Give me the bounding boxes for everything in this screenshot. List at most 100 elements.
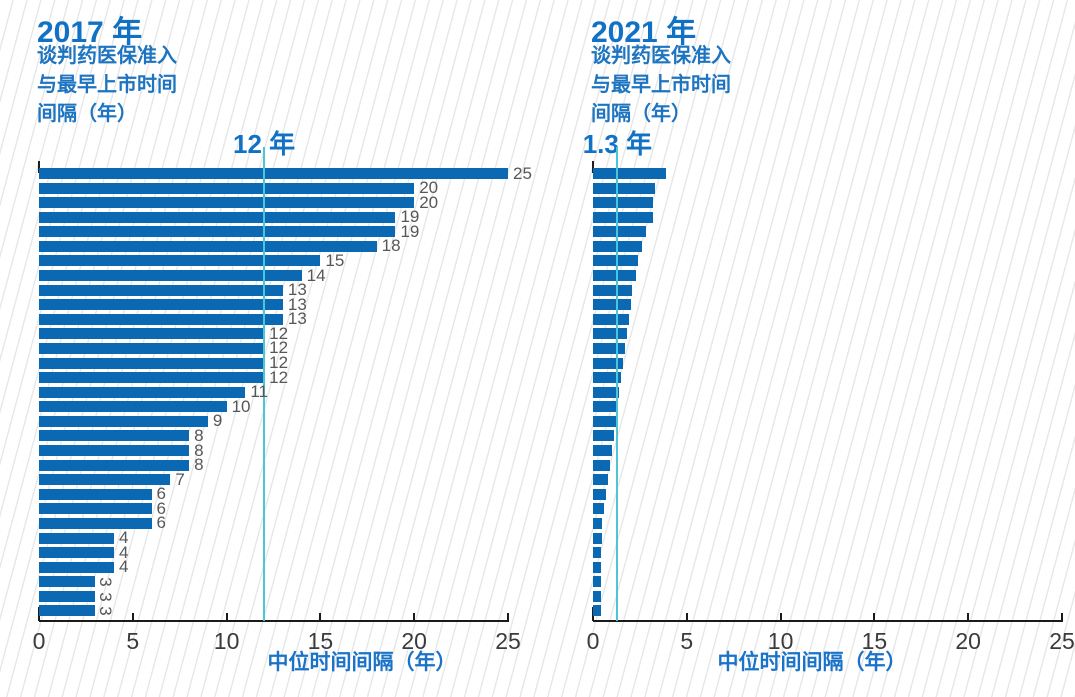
x-axis-tick	[1061, 613, 1063, 620]
x-axis-tick	[779, 613, 782, 620]
bar-value-label: 19	[400, 221, 420, 241]
bar	[593, 503, 605, 515]
bar	[593, 211, 654, 223]
bar	[39, 474, 171, 486]
bar-value-label: 18	[381, 236, 401, 256]
x-axis-tick-label: 15	[861, 628, 888, 654]
bar-value-label: 12	[269, 338, 289, 358]
bar	[39, 415, 208, 427]
bar	[593, 182, 655, 194]
bar	[39, 459, 190, 471]
bar-value-label: 14	[306, 265, 326, 285]
y-axis-end-tick	[38, 161, 40, 173]
bar	[39, 284, 283, 296]
x-axis-tick-label: 0	[586, 628, 600, 654]
bar-value-label: 13	[287, 294, 307, 314]
bar	[39, 503, 152, 515]
bar-value-label: 4	[119, 528, 129, 548]
x-axis-tick	[507, 613, 509, 620]
bar	[593, 270, 637, 282]
bar	[39, 342, 265, 354]
plot-area	[592, 147, 1062, 621]
bar	[593, 547, 602, 559]
subtitle-line: 与最早上市时间	[591, 74, 731, 96]
x-axis-tick-label: 25	[495, 628, 521, 654]
bar	[39, 547, 115, 559]
chart-subtitle-2017: 谈判药医保准入 与最早上市时间 间隔（年）	[37, 42, 177, 129]
bar	[593, 459, 610, 471]
bar	[593, 342, 625, 354]
plot-area: 25 20 20 19 19 18 15 14 13 13 13 12 12 12 12 11 10 9 8 8 8 7 6…	[38, 147, 532, 621]
bar-value-label: 25	[513, 163, 532, 183]
bar-value-label: 4	[119, 542, 129, 562]
subtitle-line: 谈判药医保准入	[37, 45, 177, 67]
bar	[39, 576, 96, 588]
x-axis-tick	[225, 613, 228, 620]
bar	[39, 357, 265, 369]
bar	[39, 517, 152, 529]
bar	[593, 517, 603, 529]
subtitle-line: 间隔（年）	[591, 103, 691, 125]
bar	[593, 488, 607, 500]
subtitle-line: 与最早上市时间	[37, 74, 177, 96]
bar-value-label: 12	[269, 353, 289, 373]
x-axis-tick-label: 0	[32, 628, 46, 654]
bar	[39, 211, 396, 223]
bar	[593, 605, 601, 617]
bar-value-label: 3	[96, 577, 116, 587]
bar	[39, 401, 227, 413]
x-axis-tick-label: 5	[126, 628, 140, 654]
bar	[593, 590, 601, 602]
x-axis-tick	[685, 613, 688, 620]
bar-value-label: 7	[175, 469, 185, 489]
bar	[593, 415, 616, 427]
bar-value-label: 19	[400, 207, 420, 227]
x-axis-tick	[592, 613, 594, 620]
x-axis-tick	[413, 613, 416, 620]
bar	[39, 590, 96, 602]
bar-value-label: 13	[287, 309, 307, 329]
x-axis-tick-label: 25	[1049, 628, 1075, 654]
x-axis-tick-label: 10	[213, 628, 240, 654]
bar-value-label: 11	[250, 382, 269, 402]
bar-value-label: 8	[194, 455, 204, 475]
x-axis-tick	[967, 613, 970, 620]
bar	[593, 226, 646, 238]
bar	[39, 372, 265, 384]
x-axis-tick	[38, 613, 40, 620]
bar	[593, 357, 624, 369]
bar	[593, 561, 602, 573]
bar	[39, 561, 115, 573]
x-axis-tick-label: 15	[307, 628, 334, 654]
bar	[593, 386, 620, 398]
bar	[593, 445, 612, 457]
x-axis-tick-label: 5	[680, 628, 694, 654]
chart-panel-2021: 2021 年 谈判药医保准入 与最早上市时间 间隔（年） 1.3 年 0 5 10 1…	[554, 0, 1075, 697]
bar	[593, 532, 603, 544]
chart-subtitle-2021: 谈判药医保准入 与最早上市时间 间隔（年）	[591, 42, 731, 129]
bar-value-label: 6	[156, 498, 167, 518]
x-axis: 0 5 10 15 20 25	[587, 613, 1075, 662]
bar	[39, 226, 396, 238]
x-axis: 0 5 10 15 20 25	[33, 613, 521, 662]
median-line	[263, 147, 266, 621]
x-axis-tick	[319, 613, 322, 620]
x-axis-tick	[131, 613, 134, 620]
chart-title-2017: 2017 年	[37, 16, 143, 49]
bar	[593, 474, 608, 486]
bar	[39, 532, 115, 544]
bar	[593, 401, 618, 413]
bar	[39, 313, 283, 325]
bar-value-label: 3	[96, 606, 116, 617]
bar	[39, 386, 246, 398]
bar	[39, 430, 190, 442]
bar-value-label: 15	[325, 250, 345, 270]
bar	[39, 328, 265, 340]
bar	[39, 182, 415, 194]
bar-value-label: 20	[419, 192, 439, 212]
bar-value-label: 20	[419, 178, 439, 198]
x-axis-tick-label: 20	[955, 628, 981, 654]
bar	[39, 605, 96, 617]
y-axis-end-tick	[592, 161, 594, 173]
chart-panel-2017: 2017 年 谈判药医保准入 与最早上市时间 间隔（年） 12 年 25 20 20…	[0, 0, 532, 697]
